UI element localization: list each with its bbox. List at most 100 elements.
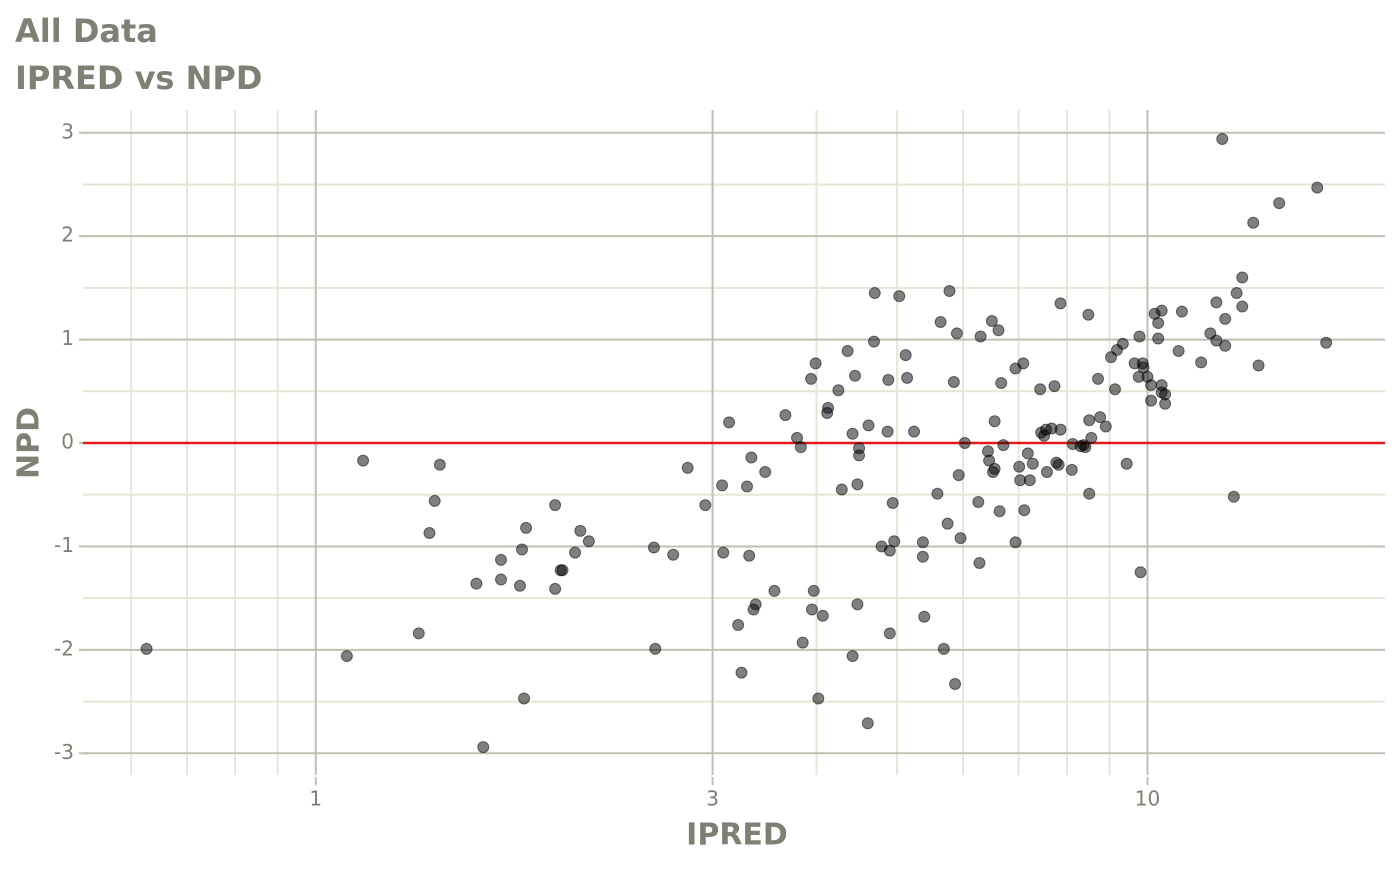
data-point [888, 535, 901, 548]
data-point [759, 465, 772, 478]
data-point [1236, 300, 1249, 313]
data-point [972, 495, 985, 508]
data-point [993, 505, 1006, 518]
data-point [832, 384, 845, 397]
data-point [1216, 132, 1229, 145]
data-point [1013, 460, 1026, 473]
y-tick-label: -3 [54, 740, 74, 764]
data-point [886, 497, 899, 510]
data-point [988, 415, 1001, 428]
data-point [1175, 305, 1188, 318]
data-point [1017, 357, 1030, 370]
y-axis-title: NPD [12, 407, 47, 479]
data-point [1052, 458, 1065, 471]
data-point [794, 441, 807, 454]
data-point [868, 287, 881, 300]
data-point [1092, 372, 1105, 385]
data-point [988, 462, 1001, 475]
data-point [934, 316, 947, 329]
data-point [745, 451, 758, 464]
data-point [647, 541, 660, 554]
x-tick-label: 1 [309, 787, 322, 811]
data-point [1152, 332, 1165, 345]
data-point [947, 375, 960, 388]
data-point [899, 349, 912, 362]
data-point [1083, 414, 1096, 427]
data-point [1023, 474, 1036, 487]
data-point [717, 546, 730, 559]
data-point [1273, 197, 1286, 210]
data-point [749, 598, 762, 611]
data-point [549, 582, 562, 595]
y-tick-label: 2 [61, 223, 74, 247]
data-point [1219, 339, 1232, 352]
data-point [958, 437, 971, 450]
data-point [681, 461, 694, 474]
data-point [954, 532, 967, 545]
data-point [985, 314, 998, 327]
data-point [992, 324, 1005, 337]
data-point [849, 369, 862, 382]
data-point [1227, 490, 1240, 503]
data-point [995, 377, 1008, 390]
data-point [428, 494, 441, 507]
data-point [974, 330, 987, 343]
data-point [1065, 463, 1078, 476]
chart-subtitle: IPRED vs NPD [15, 59, 262, 97]
data-point [768, 584, 781, 597]
data-point [901, 371, 914, 384]
data-point [667, 548, 680, 561]
data-point [952, 469, 965, 482]
chart-title: All Data [15, 12, 158, 50]
data-point [796, 636, 809, 649]
data-point [743, 549, 756, 562]
y-tick-label: 0 [61, 430, 74, 454]
data-point [1054, 423, 1067, 436]
data-point [1152, 317, 1165, 330]
data-point [1320, 336, 1333, 349]
data-point [1099, 420, 1112, 433]
data-point [1083, 487, 1096, 500]
data-point [1021, 447, 1034, 460]
y-tick-label: -2 [54, 636, 74, 660]
data-point [805, 603, 818, 616]
y-tick-label: 3 [61, 119, 74, 143]
data-point [846, 650, 859, 663]
data-point [862, 419, 875, 432]
y-tick-label: 1 [61, 326, 74, 350]
data-point [822, 401, 835, 414]
data-point [973, 556, 986, 569]
data-point [412, 627, 425, 640]
data-point [1054, 297, 1067, 310]
x-axis-title: IPRED [686, 818, 788, 853]
data-point [1236, 271, 1249, 284]
data-point [1210, 334, 1223, 347]
data-point [809, 357, 822, 370]
data-point [1085, 431, 1098, 444]
data-point [549, 499, 562, 512]
data-point [1195, 356, 1208, 369]
data-point [941, 517, 954, 530]
data-point [1155, 304, 1168, 317]
data-point [470, 577, 483, 590]
data-point [1247, 216, 1260, 229]
data-point [518, 692, 531, 705]
data-point [908, 425, 921, 438]
data-point [1094, 411, 1107, 424]
data-point [805, 372, 818, 385]
data-point [943, 284, 956, 297]
data-point [1145, 379, 1158, 392]
data-point [812, 692, 825, 705]
y-tick-label: -1 [54, 533, 74, 557]
data-point [1159, 388, 1172, 401]
data-point [494, 573, 507, 586]
data-point [1040, 465, 1053, 478]
data-point [816, 609, 829, 622]
data-point [841, 344, 854, 357]
data-point [881, 425, 894, 438]
data-point [893, 290, 906, 303]
data-point [556, 564, 569, 577]
data-point [1210, 296, 1223, 309]
